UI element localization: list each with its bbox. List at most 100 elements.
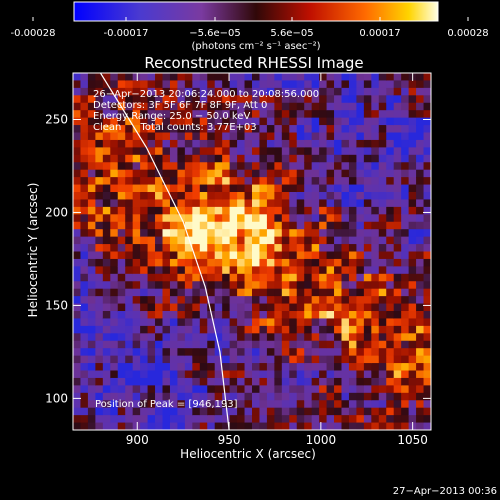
heatmap-cell [386,95,395,104]
heatmap-cell [281,251,290,260]
heatmap-cell [95,392,104,401]
heatmap-cell [296,132,305,141]
heatmap-cell [393,355,402,364]
heatmap-cell [207,281,216,290]
heatmap-cell [207,221,216,230]
heatmap-cell [80,251,89,260]
heatmap-cell [222,407,231,416]
heatmap-cell [199,318,208,327]
heatmap-cell [341,296,350,305]
heatmap-cell [252,154,261,163]
heatmap-cell [125,340,134,349]
heatmap-cell [326,139,335,148]
heatmap-cell [386,333,395,342]
heatmap-cell [80,392,89,401]
heatmap-cell [341,318,350,327]
heatmap-cell [378,139,387,148]
heatmap-cell [222,296,231,305]
heatmap-cell [192,87,201,96]
heatmap-cell [155,177,164,186]
heatmap-cell [348,214,358,223]
heatmap-cell [356,281,365,290]
heatmap-cell [281,110,290,119]
heatmap-cell [289,251,298,260]
heatmap-cell [334,206,343,215]
heatmap-cell [289,355,298,364]
heatmap-cell [237,400,246,409]
heatmap-cell [162,162,171,171]
heatmap-cell [408,110,417,119]
heatmap-cell [356,400,365,409]
heatmap-cell [274,236,283,245]
heatmap-cell [311,199,320,208]
heatmap-cell [132,244,141,253]
heatmap-cell [319,370,328,379]
heatmap-cell [132,400,141,409]
heatmap-cell [207,392,216,401]
heatmap-cell [147,244,156,253]
heatmap-cell [222,162,231,171]
heatmap-cell [393,348,402,357]
heatmap-cell [326,407,335,416]
heatmap-cell [266,102,275,111]
heatmap-cell [363,333,372,342]
heatmap-cell [140,377,149,386]
heatmap-cell [259,177,268,186]
heatmap-cell [140,162,149,171]
heatmap-cell [363,214,372,223]
heatmap-cell [117,340,126,349]
y-tick-label: 200 [45,205,68,219]
heatmap-cell [237,311,246,320]
heatmap-cell [266,95,275,104]
heatmap-cell [423,318,431,327]
heatmap-cell [356,318,365,327]
heatmap-cell [73,95,82,104]
heatmap-cell [274,162,283,171]
heatmap-cell [259,303,268,312]
heatmap-cell [334,125,343,134]
heatmap-cell [222,370,231,379]
heatmap-cell [356,154,365,163]
heatmap-cell [214,132,223,141]
annotation-energy: Energy Range: 25.0 − 50.0 keV [93,111,250,122]
heatmap-cell [184,400,193,409]
heatmap-cell [199,229,208,238]
heatmap-cell [102,162,111,171]
heatmap-cell [363,303,372,312]
heatmap-cell [229,415,238,424]
heatmap-cell [199,311,208,320]
heatmap-cell [222,229,231,238]
heatmap-cell [147,139,156,148]
heatmap-cell [207,377,216,386]
heatmap-cell [311,95,320,104]
heatmap-cell [378,221,387,230]
heatmap-cell [311,139,320,148]
heatmap-cell [386,132,395,141]
heatmap-cell [274,281,283,290]
heatmap-cell [244,281,253,290]
heatmap-cell [378,296,387,305]
heatmap-cell [416,385,425,394]
heatmap-cell [147,407,156,416]
heatmap-cell [311,273,320,282]
heatmap-cell [73,102,82,111]
heatmap-cell [229,422,238,430]
heatmap-cell [177,355,186,364]
heatmap-cell [423,407,431,416]
heatmap-cell [222,80,231,89]
heatmap-cell [155,73,164,82]
heatmap-cell [386,244,395,253]
heatmap-cell [244,117,253,126]
heatmap-cell [401,296,410,305]
heatmap-cell [222,288,231,297]
heatmap-cell [363,229,372,238]
heatmap-cell [117,325,126,334]
heatmap-cell [132,318,141,327]
heatmap-cell [319,221,328,230]
heatmap-cell [401,340,410,349]
heatmap-cell [207,80,216,89]
heatmap-cell [222,273,231,282]
heatmap-cell [423,400,431,409]
heatmap-cell [416,340,425,349]
heatmap-cell [80,377,89,386]
